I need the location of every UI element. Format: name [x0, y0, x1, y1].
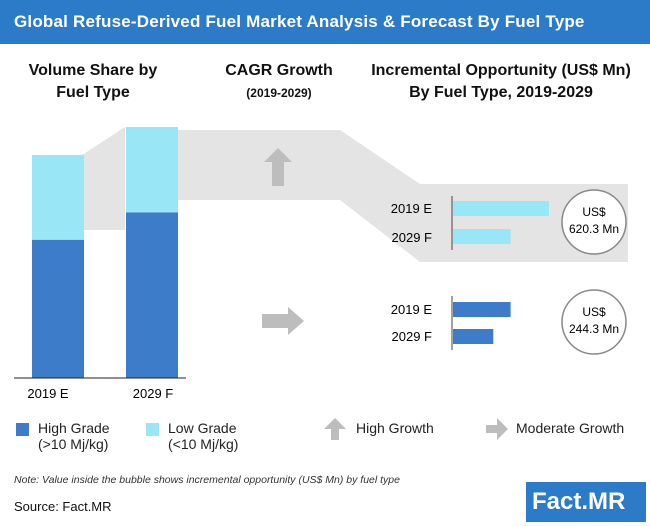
chart-canvas: 2019 E 2029 F 2019 E 2029 F 2019 E 2029 … — [14, 127, 628, 401]
legend-high-grade: High Grade (>10 Mj/kg) — [38, 420, 110, 452]
incremental-heading: Incremental Opportunity (US$ Mn) By Fuel… — [356, 60, 646, 104]
seg1-row2-label: 2029 F — [392, 230, 433, 245]
bubble-low-grade-label: US$ — [582, 305, 606, 319]
volume-heading-line-2: Fuel Type — [56, 84, 130, 101]
incremental-bar-seg1-row2 — [453, 229, 511, 244]
footnote: Note: Value inside the bubble shows incr… — [14, 474, 400, 486]
volume-bar-high-2029 — [126, 212, 178, 378]
incremental-heading-line-2: By Fuel Type, 2019-2029 — [409, 84, 593, 101]
cagr-heading-title: CAGR Growth — [225, 62, 333, 79]
bar-connector — [82, 127, 125, 230]
right-arrow-icon — [262, 307, 304, 335]
volume-bar-low-2019 — [32, 155, 84, 240]
volume-bar-high-2019 — [32, 239, 84, 378]
up-arrow-icon — [264, 148, 292, 186]
legend-swatch-high-grade — [16, 423, 29, 436]
legend-high-grade-label: High Grade — [38, 420, 110, 436]
cagr-heading-sub: (2019-2029) — [246, 86, 312, 100]
incremental-bar-seg1-row1 — [453, 201, 549, 216]
tick-label-2029: 2029 F — [133, 386, 174, 401]
incremental-bar-seg2-row2 — [453, 329, 494, 344]
bubble-high-grade-value: 620.3 Mn — [569, 222, 619, 236]
bubble-low-grade — [561, 289, 627, 355]
source-text: Source: Fact.MR — [14, 499, 112, 514]
seg1-row1-label: 2019 E — [391, 201, 433, 216]
bubble-high-grade — [561, 189, 627, 255]
legend-moderate-growth: Moderate Growth — [516, 420, 625, 436]
factmr-logo: Fact.MR — [506, 482, 646, 522]
seg2-row1-label: 2019 E — [391, 302, 433, 317]
volume-share-heading: Volume Share by Fuel Type — [18, 60, 168, 104]
incremental-bar-seg2-row1 — [453, 302, 511, 317]
incremental-heading-line-1: Incremental Opportunity (US$ Mn) — [371, 62, 631, 79]
legend-swatch-low-grade — [146, 423, 159, 436]
volume-bar-low-2029 — [126, 127, 178, 213]
legend-high-grade-range: (>10 Mj/kg) — [38, 436, 109, 452]
tick-label-2019: 2019 E — [27, 386, 69, 401]
legend-high-growth: High Growth — [356, 420, 434, 436]
seg2-row2-label: 2029 F — [392, 329, 433, 344]
volume-bars — [32, 127, 178, 378]
incremental-bars — [453, 201, 549, 344]
logo-text: Fact.MR — [526, 482, 646, 522]
volume-heading-line-1: Volume Share by — [28, 62, 158, 79]
bubble-high-grade-label: US$ — [582, 205, 606, 219]
legend-low-grade: Low Grade (<10 Mj/kg) — [168, 420, 238, 452]
legend-right-arrow-icon — [486, 418, 508, 440]
cagr-heading: CAGR Growth (2019-2029) — [214, 60, 344, 104]
bubble-low-grade-value: 244.3 Mn — [569, 322, 619, 336]
legend-low-grade-label: Low Grade — [168, 420, 237, 436]
legend-up-arrow-icon — [324, 418, 346, 440]
page-title: Global Refuse-Derived Fuel Market Analys… — [0, 0, 650, 44]
connector-band — [176, 130, 628, 262]
legend-low-grade-range: (<10 Mj/kg) — [168, 436, 239, 452]
